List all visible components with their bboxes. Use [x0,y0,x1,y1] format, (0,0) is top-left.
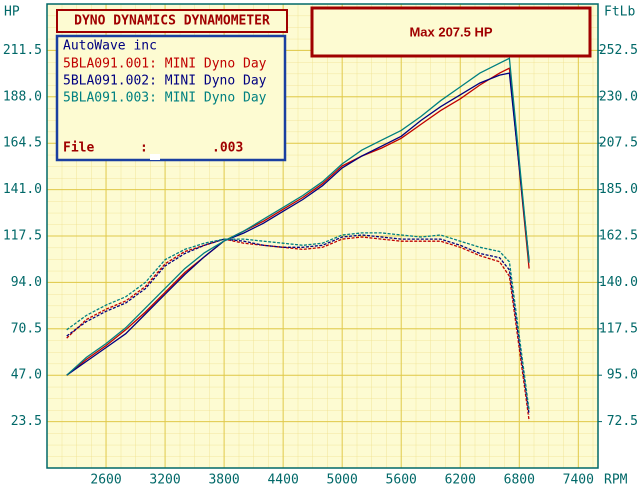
y-axis-label: HP [4,5,20,20]
y2-tick-label: 140.0 [599,275,638,290]
title-box [56,9,288,33]
plot-frame [46,3,599,469]
legend-entry: 5BLA091.003: MINI Dyno Day [63,91,267,106]
x-tick-label: 7400 [563,473,594,488]
y2-tick-label: 162.5 [599,229,638,244]
x-axis-label: RPM [604,473,628,488]
y2-axis-label: FtLb [604,5,635,20]
x-tick-label: 5000 [327,473,358,488]
y-tick-label: 70.5 [11,321,42,336]
legend-file-value: .003 [212,141,243,156]
y-tick-label: 47.0 [11,368,42,383]
headline-box [310,6,592,58]
x-tick-label: 4400 [267,473,298,488]
y2-tick-label: 207.5 [599,136,638,151]
y2-tick-label: 72.5 [607,414,638,429]
headline: Max 207.5 HP [409,24,492,39]
legend-header: AutoWave inc [63,39,157,54]
legend-cursor [150,154,160,160]
legend-entry: 5BLA091.002: MINI Dyno Day [63,74,267,89]
legend-entry: 5BLA091.001: MINI Dyno Day [63,57,267,72]
legend-box [55,34,287,162]
y2-tick-label: 95.0 [607,368,638,383]
chart-title: DYNO DYNAMICS DYNAMOMETER [74,14,270,29]
y2-tick-label: 230.0 [599,89,638,104]
torque-line [66,234,530,415]
y-tick-label: 164.5 [3,136,42,151]
lines [66,57,530,421]
y-tick-label: 141.0 [3,182,42,197]
y2-tick-label: 117.5 [599,321,638,336]
torque-line [66,236,530,421]
hp-line [66,67,530,376]
y-tick-label: 117.5 [3,229,42,244]
x-tick-label: 5600 [386,473,417,488]
torque-line [66,232,530,411]
x-tick-label: 6200 [445,473,476,488]
legend-entries: 5BLA091.001: MINI Dyno Day 5BLA091.002: M… [63,57,267,106]
legend-file-label: File [63,141,94,156]
x-tick-label: 6800 [504,473,535,488]
y-tick-label: 23.5 [11,414,42,429]
grid [47,4,602,468]
x-tick-label: 3200 [149,473,180,488]
y2-tick-label: 252.5 [599,43,638,58]
y2-tick-label: 185.0 [599,182,638,197]
x-tick-label: 3800 [208,473,239,488]
y-tick-label: 188.0 [3,89,42,104]
hp-line [66,57,530,376]
legend-file-sep: : [140,141,148,156]
x-tick-label: 2600 [90,473,121,488]
hp-line [66,72,530,376]
y-tick-label: 211.5 [3,43,42,58]
y-tick-label: 94.0 [11,275,42,290]
